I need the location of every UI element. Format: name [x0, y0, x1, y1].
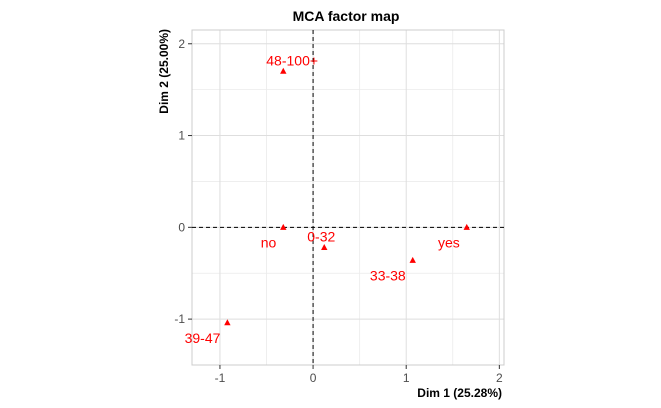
point-marker-yes — [463, 223, 470, 230]
y-tick-label: 1 — [178, 129, 185, 143]
x-axis-title: Dim 1 (25.28%) — [417, 386, 502, 400]
point-marker-48-100+ — [280, 67, 287, 74]
point-label-0-32: 0-32 — [307, 229, 335, 245]
point-marker-0-32 — [321, 244, 328, 251]
point-marker-33-38 — [409, 256, 416, 263]
point-marker-39-47 — [224, 319, 231, 326]
chart-title: MCA factor map — [293, 8, 400, 24]
reference-lines — [192, 30, 504, 365]
plot-panel-border — [191, 29, 505, 366]
point-marker-no — [280, 223, 287, 230]
point-label-33-38: 33-38 — [370, 267, 406, 283]
data-points: 48-100+ no 0-32 yes 33-38 39-47 — [185, 52, 470, 346]
x-tick-label: 1 — [403, 371, 410, 385]
x-tick-label: 2 — [496, 371, 503, 385]
x-tick-label: 0 — [310, 371, 317, 385]
y-axis-title: Dim 2 (25.00%) — [157, 29, 171, 114]
point-label-no: no — [261, 234, 277, 250]
point-label-39-47: 39-47 — [185, 330, 221, 346]
y-tick-label: 0 — [178, 220, 185, 234]
point-label-48-100+: 48-100+ — [266, 52, 318, 68]
point-label-yes: yes — [438, 234, 460, 250]
axis-ticks: -1 0 1 2 -1 0 1 2 — [174, 37, 503, 385]
y-tick-label: -1 — [174, 312, 185, 326]
x-tick-label: -1 — [215, 371, 226, 385]
y-tick-label: 2 — [178, 37, 185, 51]
